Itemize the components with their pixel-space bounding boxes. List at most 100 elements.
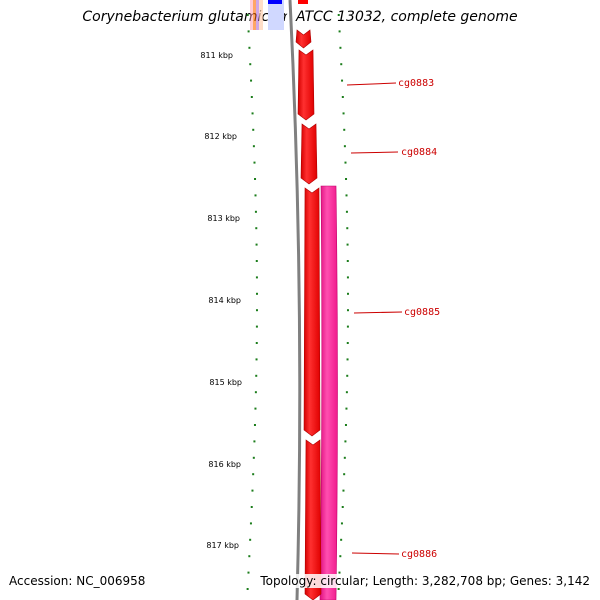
minor-tick: [341, 79, 344, 82]
minor-tick: [255, 358, 258, 361]
gene-label-cg0886[interactable]: cg0886: [401, 549, 437, 560]
minor-tick: [248, 555, 251, 558]
minor-tick: [346, 309, 349, 312]
minor-tick: [255, 276, 258, 279]
minor-tick: [345, 391, 348, 394]
minor-tick: [340, 63, 343, 66]
minor-tick: [253, 161, 256, 164]
minor-tick: [346, 342, 349, 344]
minor-tick: [342, 112, 345, 115]
top-feature-stubs: [250, 0, 308, 30]
minor-tick: [342, 489, 345, 492]
minor-tick: [345, 210, 348, 213]
position-marker-label: 815 kbp: [209, 378, 242, 387]
minor-tick: [341, 506, 344, 508]
gene-arrow[interactable]: [297, 49, 315, 121]
minor-tick: [251, 489, 254, 492]
minor-tick: [338, 571, 341, 574]
gene-label-cg0884[interactable]: cg0884: [401, 147, 437, 158]
minor-tick: [346, 358, 349, 361]
minor-tick: [246, 588, 249, 590]
minor-tick: [253, 424, 256, 426]
position-marker-label: 811 kbp: [200, 51, 233, 60]
minor-tick: [337, 14, 340, 16]
minor-tick: [339, 555, 342, 558]
minor-tick: [255, 374, 258, 377]
minor-tick: [255, 243, 258, 246]
minor-tick: [343, 456, 346, 459]
tick-marks: [246, 14, 349, 590]
minor-tick: [255, 260, 258, 262]
gene-arrow[interactable]: [304, 439, 322, 600]
minor-tick: [343, 128, 346, 131]
minor-tick: [346, 260, 349, 262]
position-marker-label: 817 kbp: [206, 541, 239, 550]
gene-leader-line: [350, 151, 399, 154]
minor-tick: [340, 522, 343, 525]
gene-arrow[interactable]: [300, 123, 318, 185]
gene-label-cg0885[interactable]: cg0885: [404, 307, 440, 318]
minor-tick: [346, 374, 349, 377]
minor-tick: [339, 46, 342, 49]
minor-tick: [254, 178, 257, 180]
minor-tick: [341, 96, 344, 98]
minor-tick: [343, 473, 346, 476]
minor-tick: [255, 342, 258, 344]
minor-tick: [338, 30, 341, 33]
position-marker-label: 812 kbp: [204, 132, 237, 141]
minor-tick: [252, 456, 255, 459]
gene-labels: cg0883 cg0884 cg0885 cg0886: [346, 78, 440, 560]
position-marker-labels: 811 kbp 812 kbp 813 kbp 814 kbp 815 kbp …: [200, 51, 242, 550]
minor-tick: [346, 325, 349, 328]
minor-tick: [255, 325, 258, 328]
minor-tick: [254, 391, 257, 394]
minor-tick: [250, 506, 253, 508]
gene-leader-line: [351, 552, 400, 555]
minor-tick: [247, 571, 250, 574]
gene-arrow[interactable]: [295, 29, 312, 49]
minor-tick: [253, 440, 256, 443]
minor-tick: [346, 243, 349, 246]
genome-title: Corynebacterium glutamicum ATCC 13032, c…: [82, 9, 518, 25]
minor-tick: [248, 46, 251, 49]
gene-leader-line: [346, 82, 397, 86]
gene-arrow[interactable]: [303, 187, 321, 437]
minor-tick: [252, 128, 255, 131]
minor-tick: [337, 588, 340, 590]
minor-tick: [255, 292, 258, 295]
minor-tick: [252, 473, 255, 476]
minor-tick: [340, 538, 343, 541]
minor-tick: [346, 276, 349, 279]
minor-tick: [246, 14, 249, 16]
minor-tick: [344, 161, 347, 164]
position-marker-label: 813 kbp: [207, 214, 240, 223]
minor-tick: [251, 112, 254, 115]
minor-tick: [344, 440, 347, 443]
minor-tick: [252, 145, 255, 148]
minor-tick: [345, 178, 348, 180]
minor-tick: [254, 210, 257, 213]
minor-tick: [250, 79, 253, 82]
backbone-line: [288, 0, 302, 600]
minor-tick: [250, 96, 253, 98]
minor-tick: [249, 538, 252, 541]
topology-info: Topology: circular; Length: 3,282,708 bp…: [260, 574, 590, 588]
minor-tick: [254, 407, 257, 410]
minor-tick: [345, 194, 348, 197]
minor-tick: [254, 194, 257, 197]
gene-leader-line: [353, 311, 403, 314]
minor-tick: [255, 227, 258, 230]
minor-tick: [344, 424, 347, 426]
position-marker-label: 814 kbp: [208, 296, 241, 305]
minor-tick: [247, 30, 250, 33]
gene-arrows: [295, 29, 322, 600]
minor-tick: [345, 407, 348, 410]
accession-label: Accession: NC_006958: [9, 574, 146, 588]
minor-tick: [346, 227, 349, 230]
minor-tick: [249, 63, 252, 66]
feature-track: [319, 185, 338, 600]
minor-tick: [249, 522, 252, 525]
gene-label-cg0883[interactable]: cg0883: [398, 78, 434, 89]
